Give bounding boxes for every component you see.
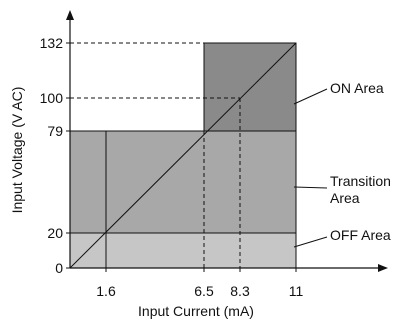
x-tick-1-6: 1.6: [96, 283, 116, 299]
transition-area-region: [69, 130, 297, 234]
y-tick-79: 79: [47, 123, 63, 139]
on-area-pointer: [293, 88, 328, 105]
diagonal-line: [69, 42, 297, 269]
guide-lines: [69, 42, 297, 269]
x-tick-6-5: 6.5: [194, 283, 214, 299]
transition-area-pointer: [293, 186, 328, 189]
on-area-label: ON Area: [330, 80, 384, 96]
y-tick-132: 132: [40, 35, 64, 51]
off-area-label: OFF Area: [330, 227, 391, 243]
y-tick-100: 100: [40, 90, 64, 106]
off-area-region: [69, 232, 297, 269]
x-tick-11: 11: [289, 283, 304, 299]
y-axis-label: Input Voltage (V AC): [9, 87, 25, 214]
area-regions: [69, 42, 297, 269]
axes: 0 20 79 100 132 1.6 6.5 8.3 11: [40, 10, 388, 299]
x-tick-8-3: 8.3: [230, 283, 250, 299]
y-tick-20: 20: [47, 225, 63, 241]
transition-area-label-line2: Area: [330, 190, 360, 206]
y-axis-arrow: [66, 10, 74, 20]
off-area-pointer: [293, 236, 328, 248]
x-axis-label: Input Current (mA): [138, 303, 254, 319]
x-axis-arrow: [378, 264, 388, 272]
y-tick-0: 0: [55, 260, 63, 276]
transition-area-label: Transition: [330, 173, 391, 189]
